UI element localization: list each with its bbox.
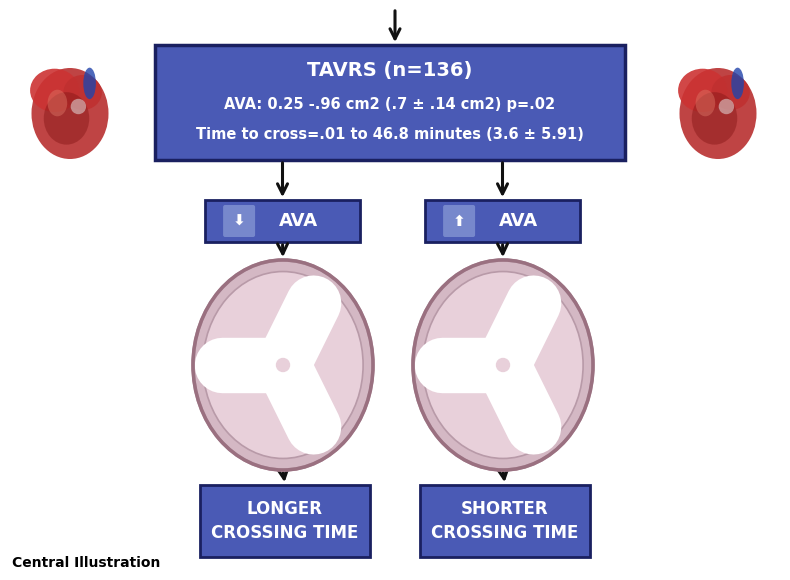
- Ellipse shape: [70, 99, 86, 114]
- Text: ⬇: ⬇: [233, 213, 246, 229]
- Ellipse shape: [692, 92, 737, 144]
- Ellipse shape: [203, 271, 363, 458]
- Text: Time to cross=.01 to 46.8 minutes (3.6 ± 5.91): Time to cross=.01 to 46.8 minutes (3.6 ±…: [196, 127, 584, 142]
- Text: AVA: 0.25 -.96 cm2 (.7 ± .14 cm2) p=.02: AVA: 0.25 -.96 cm2 (.7 ± .14 cm2) p=.02: [224, 97, 555, 113]
- Ellipse shape: [30, 68, 79, 112]
- Text: ⬆: ⬆: [453, 213, 465, 229]
- Ellipse shape: [696, 90, 715, 117]
- Ellipse shape: [732, 68, 744, 99]
- Bar: [420, 485, 590, 557]
- Ellipse shape: [47, 90, 67, 117]
- Text: SHORTER
CROSSING TIME: SHORTER CROSSING TIME: [431, 499, 579, 542]
- Text: TAVRS (n=136): TAVRS (n=136): [307, 61, 472, 80]
- Ellipse shape: [719, 99, 734, 114]
- Bar: [155, 45, 625, 160]
- Bar: [425, 200, 580, 242]
- Text: AVA: AVA: [498, 212, 537, 230]
- Ellipse shape: [83, 68, 96, 99]
- Text: AVA: AVA: [278, 212, 318, 230]
- Text: Central Illustration: Central Illustration: [12, 556, 160, 570]
- Bar: [205, 200, 360, 242]
- Ellipse shape: [43, 92, 89, 144]
- FancyBboxPatch shape: [443, 205, 475, 237]
- Ellipse shape: [711, 75, 750, 110]
- Text: LONGER
CROSSING TIME: LONGER CROSSING TIME: [211, 499, 359, 542]
- Ellipse shape: [32, 68, 108, 159]
- Ellipse shape: [193, 260, 373, 470]
- Bar: [200, 485, 370, 557]
- Ellipse shape: [423, 271, 583, 458]
- Circle shape: [496, 358, 510, 372]
- Ellipse shape: [679, 68, 757, 159]
- Ellipse shape: [63, 75, 102, 110]
- Circle shape: [276, 358, 290, 372]
- FancyBboxPatch shape: [223, 205, 255, 237]
- Ellipse shape: [413, 260, 593, 470]
- Ellipse shape: [678, 68, 727, 112]
